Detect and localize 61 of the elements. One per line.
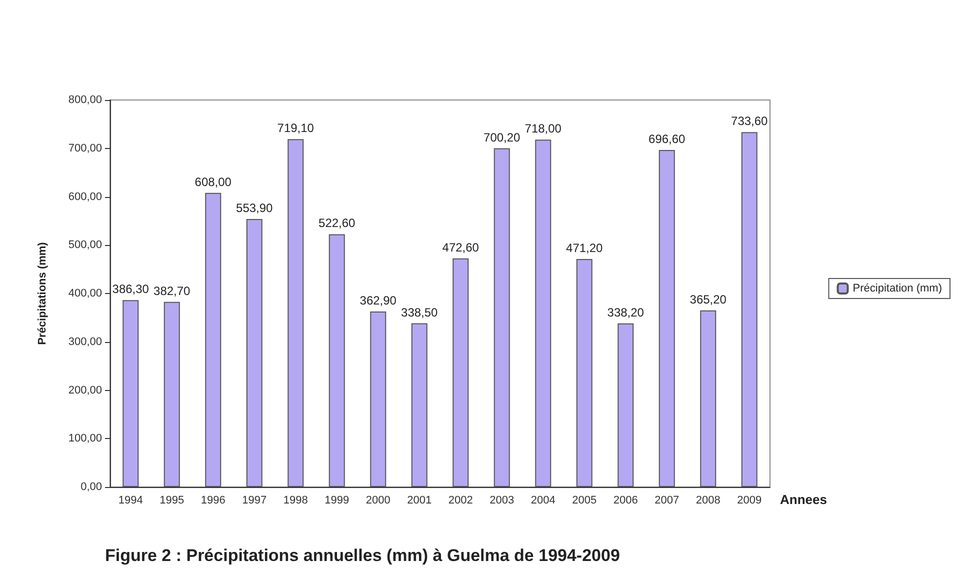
bar — [246, 219, 262, 487]
bar — [618, 323, 634, 487]
bar — [452, 258, 469, 487]
data-label: 338,50 — [401, 305, 438, 320]
data-label: 700,20 — [484, 130, 521, 144]
bar — [164, 302, 180, 487]
x-tick-label: 2004 — [530, 494, 556, 506]
data-label: 696,60 — [648, 132, 686, 146]
y-axis-title: Précipitations (mm) — [36, 242, 48, 345]
y-tick-label: 400,00 — [68, 288, 102, 300]
data-label: 365,20 — [690, 292, 727, 306]
y-tick-label: 100,00 — [68, 432, 102, 445]
x-tick-label: 2003 — [490, 494, 514, 506]
x-tick-label: 2009 — [737, 494, 762, 506]
data-label: 733,60 — [731, 114, 768, 128]
bar — [741, 132, 758, 487]
x-tick-label: 1999 — [324, 494, 350, 506]
bar — [205, 192, 222, 487]
x-tick-label: 2005 — [572, 494, 597, 506]
x-tick-label: 1994 — [118, 494, 143, 506]
x-tick-label: 1997 — [242, 494, 267, 506]
data-label: 382,70 — [154, 284, 191, 298]
x-tick-label: 2002 — [448, 494, 473, 506]
x-tick-label: 2000 — [366, 494, 390, 506]
x-tick-label: 2008 — [696, 494, 720, 506]
bar — [658, 150, 675, 487]
y-tick-label: 600,00 — [68, 190, 102, 203]
data-label: 608,00 — [194, 174, 232, 189]
data-label: 472,60 — [442, 240, 480, 254]
bar — [328, 234, 345, 487]
y-tick-label: 200,00 — [68, 384, 102, 396]
bar — [370, 311, 386, 487]
data-label: 719,10 — [277, 121, 314, 136]
bar — [494, 148, 510, 487]
x-tick-label: 1996 — [200, 494, 226, 506]
x-tick-label: 2007 — [654, 494, 680, 506]
bar — [700, 310, 716, 487]
y-tick-label: 300,00 — [68, 336, 102, 348]
x-tick-label: 2006 — [613, 494, 638, 506]
y-tick-label: 0,00 — [80, 481, 102, 493]
bar — [576, 259, 592, 487]
data-label: 522,60 — [318, 216, 356, 230]
y-tick-label: 700,00 — [68, 142, 102, 154]
y-tick-label: 500,00 — [68, 239, 102, 252]
bar — [535, 140, 552, 487]
x-tick-label: 1995 — [160, 494, 184, 506]
x-tick-label: 1998 — [283, 494, 308, 506]
data-label: 471,20 — [566, 241, 604, 256]
data-label: 553,90 — [236, 201, 274, 216]
data-label: 386,30 — [112, 282, 150, 296]
bar — [411, 323, 428, 487]
y-tick-label: 800,00 — [68, 94, 102, 106]
data-label: 718,00 — [524, 122, 562, 136]
x-tick-label: 2001 — [407, 494, 432, 506]
bar — [288, 139, 304, 487]
text: Figure 2 : Précipitations annuelles (mm) à Guelma de 1994-2009 — [105, 546, 620, 565]
data-label: 338,20 — [607, 305, 644, 320]
x-axis-title: Annees — [780, 492, 827, 507]
bar — [122, 300, 139, 487]
legend-label: Précipitation (mm) — [852, 282, 942, 294]
data-label: 362,90 — [360, 293, 397, 308]
